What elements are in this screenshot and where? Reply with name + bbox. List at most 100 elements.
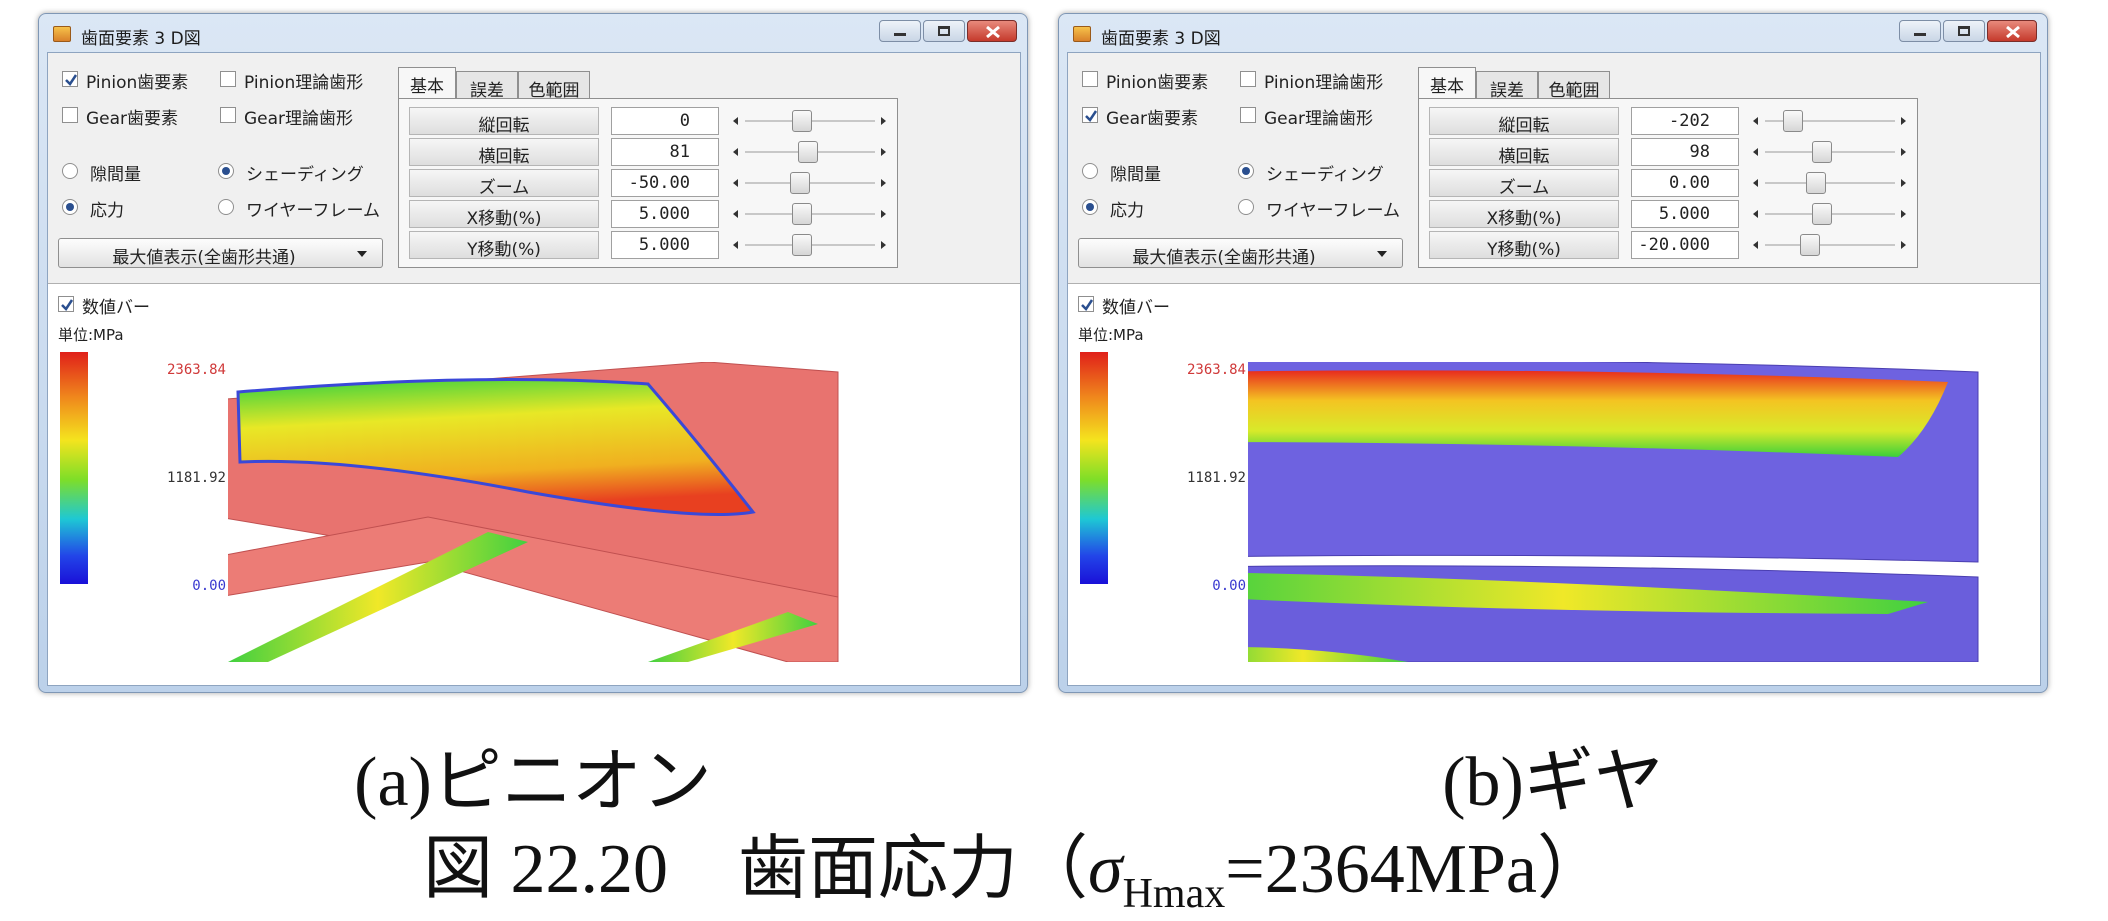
slider-thumb[interactable] [792, 110, 813, 132]
slider[interactable] [1751, 110, 1911, 132]
dropdown[interactable]: 最大値表示(全歯形共通) [58, 238, 383, 268]
tab[interactable]: 基本 [1418, 67, 1476, 99]
parameter-label-cell: 縦回転 [409, 107, 599, 136]
checkbox[interactable] [62, 71, 78, 87]
checkbox[interactable] [1078, 296, 1094, 312]
slider-thumb[interactable] [1806, 172, 1827, 194]
checkbox[interactable] [62, 107, 78, 123]
slider[interactable] [731, 172, 891, 194]
slider-thumb[interactable] [789, 172, 810, 194]
checkbox[interactable] [220, 107, 236, 123]
window-title: 歯面要素 3 D図 [1101, 29, 1221, 49]
tab-label: 基本 [1430, 77, 1464, 97]
slider-right-arrow [1901, 179, 1906, 187]
parameter-input[interactable]: -50.00 [611, 169, 719, 197]
tooth-strip [648, 612, 818, 662]
slider-thumb[interactable] [1782, 110, 1803, 132]
checkbox[interactable] [1082, 71, 1098, 87]
radio-button[interactable] [218, 199, 234, 215]
slider-track [1765, 244, 1895, 246]
checkbox-label: Pinion理論歯形 [244, 73, 364, 93]
minimize-button[interactable] [1899, 20, 1941, 42]
close-x [2006, 25, 2020, 39]
slider-thumb[interactable] [1812, 141, 1833, 163]
checkbox[interactable] [1240, 107, 1256, 123]
slider-thumb[interactable] [1800, 234, 1821, 256]
checkbox[interactable] [1082, 107, 1098, 123]
scale-label: 2363.84 [166, 362, 226, 378]
slider-left-arrow [1753, 241, 1758, 249]
slider-thumb[interactable] [792, 203, 813, 225]
tab[interactable]: 基本 [398, 67, 456, 99]
check-stroke [61, 299, 74, 311]
checkbox[interactable] [58, 296, 74, 312]
scale-label: 2363.84 [1186, 362, 1246, 378]
checkbox[interactable] [1240, 71, 1256, 87]
parameter-input[interactable]: 5.000 [1631, 200, 1739, 228]
checkbox-label: Pinion歯要素 [86, 73, 189, 93]
close-button[interactable] [1987, 20, 2037, 42]
slider[interactable] [731, 110, 891, 132]
radio-button[interactable] [1238, 163, 1254, 179]
slider[interactable] [731, 203, 891, 225]
slider[interactable] [731, 234, 891, 256]
checkbox-label: 数値バー [82, 298, 150, 318]
tooth-strip [1248, 647, 1408, 662]
slider-left-arrow [1753, 117, 1758, 125]
close-glyph [986, 25, 1000, 39]
check-mark [1085, 110, 1098, 122]
parameter-input[interactable]: 0.00 [1631, 169, 1739, 197]
slider-thumb[interactable] [1812, 203, 1833, 225]
parameter-input[interactable]: 98 [1631, 138, 1739, 166]
unit-label: 単位:MPa [58, 326, 124, 344]
tab[interactable]: 色範囲 [518, 71, 590, 101]
render-area: 数値バー 単位:MPa 2363.84 1181.92 0.00 [1068, 283, 2040, 685]
tab[interactable]: 誤差 [1476, 71, 1538, 101]
slider[interactable] [1751, 234, 1911, 256]
parameter-input[interactable]: -202 [1631, 107, 1739, 135]
parameter-label: 縦回転 [1498, 116, 1550, 136]
render-area: 数値バー 単位:MPa 2363.84 1181.92 0.00 [48, 283, 1020, 685]
slider[interactable] [1751, 141, 1911, 163]
tab[interactable]: 色範囲 [1538, 71, 1610, 101]
slider-thumb[interactable] [792, 234, 813, 256]
dropdown-arrow [357, 251, 367, 257]
parameter-input[interactable]: 0 [611, 107, 719, 135]
parameter-input[interactable]: 5.000 [611, 200, 719, 228]
parameter-input[interactable]: -20.000 [1631, 231, 1739, 259]
slider[interactable] [1751, 203, 1911, 225]
radio-button[interactable] [62, 199, 78, 215]
maximize-button[interactable] [1943, 20, 1985, 42]
minimize-glyph [1914, 33, 1926, 36]
dropdown[interactable]: 最大値表示(全歯形共通) [1078, 238, 1403, 268]
slider-thumb[interactable] [798, 141, 819, 163]
radio-button[interactable] [1082, 199, 1098, 215]
checkbox[interactable] [220, 71, 236, 87]
gear-render [1248, 362, 1979, 662]
parameter-panel: 縦回転 0 横回転 81 ズーム -50.00 X移動(%) 5.000 Y移動(%) 5.000 [398, 98, 898, 268]
radio-button[interactable] [1238, 199, 1254, 215]
dropdown-arrow [1377, 251, 1387, 257]
parameter-label: 横回転 [1498, 147, 1550, 167]
contact-patch [236, 378, 756, 516]
minimize-button[interactable] [879, 20, 921, 42]
parameter-panel: 縦回転 -202 横回転 98 ズーム 0.00 X移動(%) 5.000 Y移動(%) -20.… [1418, 98, 1918, 268]
parameter-input[interactable]: 81 [611, 138, 719, 166]
slider-right-arrow [881, 117, 886, 125]
slider[interactable] [731, 141, 891, 163]
caption-text: 図 22.20 歯面応力（ [423, 831, 1089, 908]
slider-track [745, 182, 875, 184]
radio-dot [222, 167, 230, 175]
maximize-button[interactable] [923, 20, 965, 42]
radio-button[interactable] [1082, 163, 1098, 179]
scale-label: 0.00 [1212, 578, 1246, 594]
radio-button[interactable] [218, 163, 234, 179]
slider-right-arrow [881, 148, 886, 156]
slider-left-arrow [733, 179, 738, 187]
close-button[interactable] [967, 20, 1017, 42]
slider[interactable] [1751, 172, 1911, 194]
parameter-input[interactable]: 5.000 [611, 231, 719, 259]
radio-button[interactable] [62, 163, 78, 179]
tooth-strip [1248, 572, 1928, 614]
tab[interactable]: 誤差 [456, 71, 518, 101]
